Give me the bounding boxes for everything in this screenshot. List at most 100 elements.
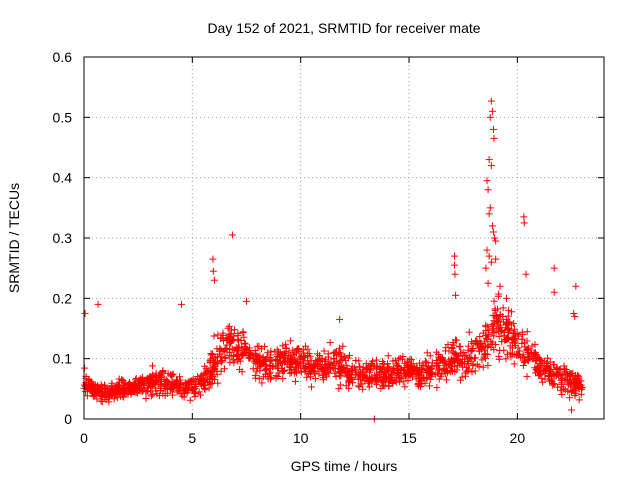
y-tick-label: 0.1 — [53, 351, 73, 367]
data-point — [516, 347, 524, 355]
data-point — [486, 204, 494, 212]
data-point — [490, 125, 497, 133]
data-point — [441, 357, 449, 365]
data-point — [491, 312, 499, 320]
data-point — [160, 384, 168, 392]
data-point — [503, 294, 510, 302]
data-point — [497, 328, 505, 336]
data-point — [490, 345, 498, 353]
data-point — [157, 380, 165, 388]
data-point — [465, 328, 473, 336]
data-point — [385, 382, 393, 390]
data-point — [512, 330, 520, 338]
data-point — [329, 364, 337, 372]
data-point — [519, 361, 527, 369]
data-point — [538, 366, 546, 374]
data-point — [491, 234, 499, 242]
y-tick-label: 0.3 — [53, 230, 73, 246]
data-point — [252, 360, 260, 368]
data-point — [215, 347, 223, 355]
data-point — [324, 361, 332, 369]
data-point — [397, 374, 405, 382]
data-point — [391, 377, 399, 385]
data-point — [535, 356, 543, 364]
data-point — [142, 394, 150, 402]
data-point — [353, 368, 361, 376]
data-point — [178, 300, 185, 308]
data-point — [485, 156, 493, 164]
data-point — [176, 380, 184, 388]
data-point — [456, 342, 464, 350]
data-point — [484, 279, 492, 287]
data-point — [433, 360, 441, 368]
data-point — [405, 367, 413, 375]
data-point — [433, 357, 441, 365]
data-point — [379, 377, 387, 385]
data-point — [341, 367, 349, 375]
data-point — [378, 378, 386, 386]
data-point — [453, 352, 461, 360]
data-point — [447, 367, 455, 375]
data-point — [272, 355, 280, 363]
data-point — [428, 359, 436, 367]
data-point — [499, 304, 507, 312]
data-point — [347, 373, 355, 381]
data-point — [168, 372, 176, 380]
x-tick-label: 0 — [80, 430, 88, 446]
data-point — [313, 350, 321, 358]
data-point — [148, 362, 156, 370]
data-point — [568, 406, 575, 414]
data-point — [566, 394, 574, 402]
data-point — [457, 359, 465, 367]
data-point — [487, 337, 495, 345]
data-point — [307, 383, 315, 391]
data-point — [330, 355, 338, 363]
data-point — [219, 331, 227, 339]
data-point — [464, 367, 472, 375]
data-point — [531, 350, 539, 358]
data-point — [483, 177, 491, 185]
data-point — [178, 392, 186, 400]
data-point — [252, 351, 260, 359]
data-point — [573, 381, 581, 389]
data-point — [149, 391, 157, 399]
data-point — [195, 388, 203, 396]
data-point — [124, 384, 132, 392]
data-point — [358, 373, 366, 381]
data-point — [561, 386, 569, 394]
data-point — [354, 375, 362, 383]
data-point — [191, 392, 199, 400]
data-point — [510, 360, 518, 368]
axis-ticks: 0 0.1 0.2 0.3 0.4 0.5 0.6 0 5 10 15 20 — [53, 49, 604, 446]
y-tick-label: 0.6 — [53, 49, 73, 65]
data-point — [453, 336, 461, 344]
data-point — [415, 370, 423, 378]
data-point — [532, 350, 540, 358]
data-point — [191, 383, 199, 391]
data-points — [80, 97, 586, 423]
data-point — [562, 368, 570, 376]
data-point — [170, 384, 178, 392]
data-point — [332, 373, 340, 381]
data-point — [483, 246, 491, 254]
data-point — [337, 352, 345, 360]
data-point — [567, 388, 575, 396]
data-point — [426, 382, 434, 390]
data-point — [173, 388, 181, 396]
data-point — [476, 333, 484, 341]
data-point — [390, 367, 398, 375]
data-point — [441, 347, 449, 355]
y-tick-label: 0.2 — [53, 290, 73, 306]
data-point — [502, 355, 510, 363]
data-point — [255, 375, 263, 383]
data-point — [423, 349, 431, 357]
data-point — [286, 364, 294, 372]
x-axis-label: GPS time / hours — [291, 458, 398, 474]
data-point — [554, 383, 562, 391]
data-point — [465, 354, 473, 362]
data-point — [258, 379, 266, 387]
data-point — [335, 385, 343, 393]
data-point — [235, 337, 243, 345]
data-point — [230, 359, 238, 367]
data-point — [208, 375, 216, 383]
